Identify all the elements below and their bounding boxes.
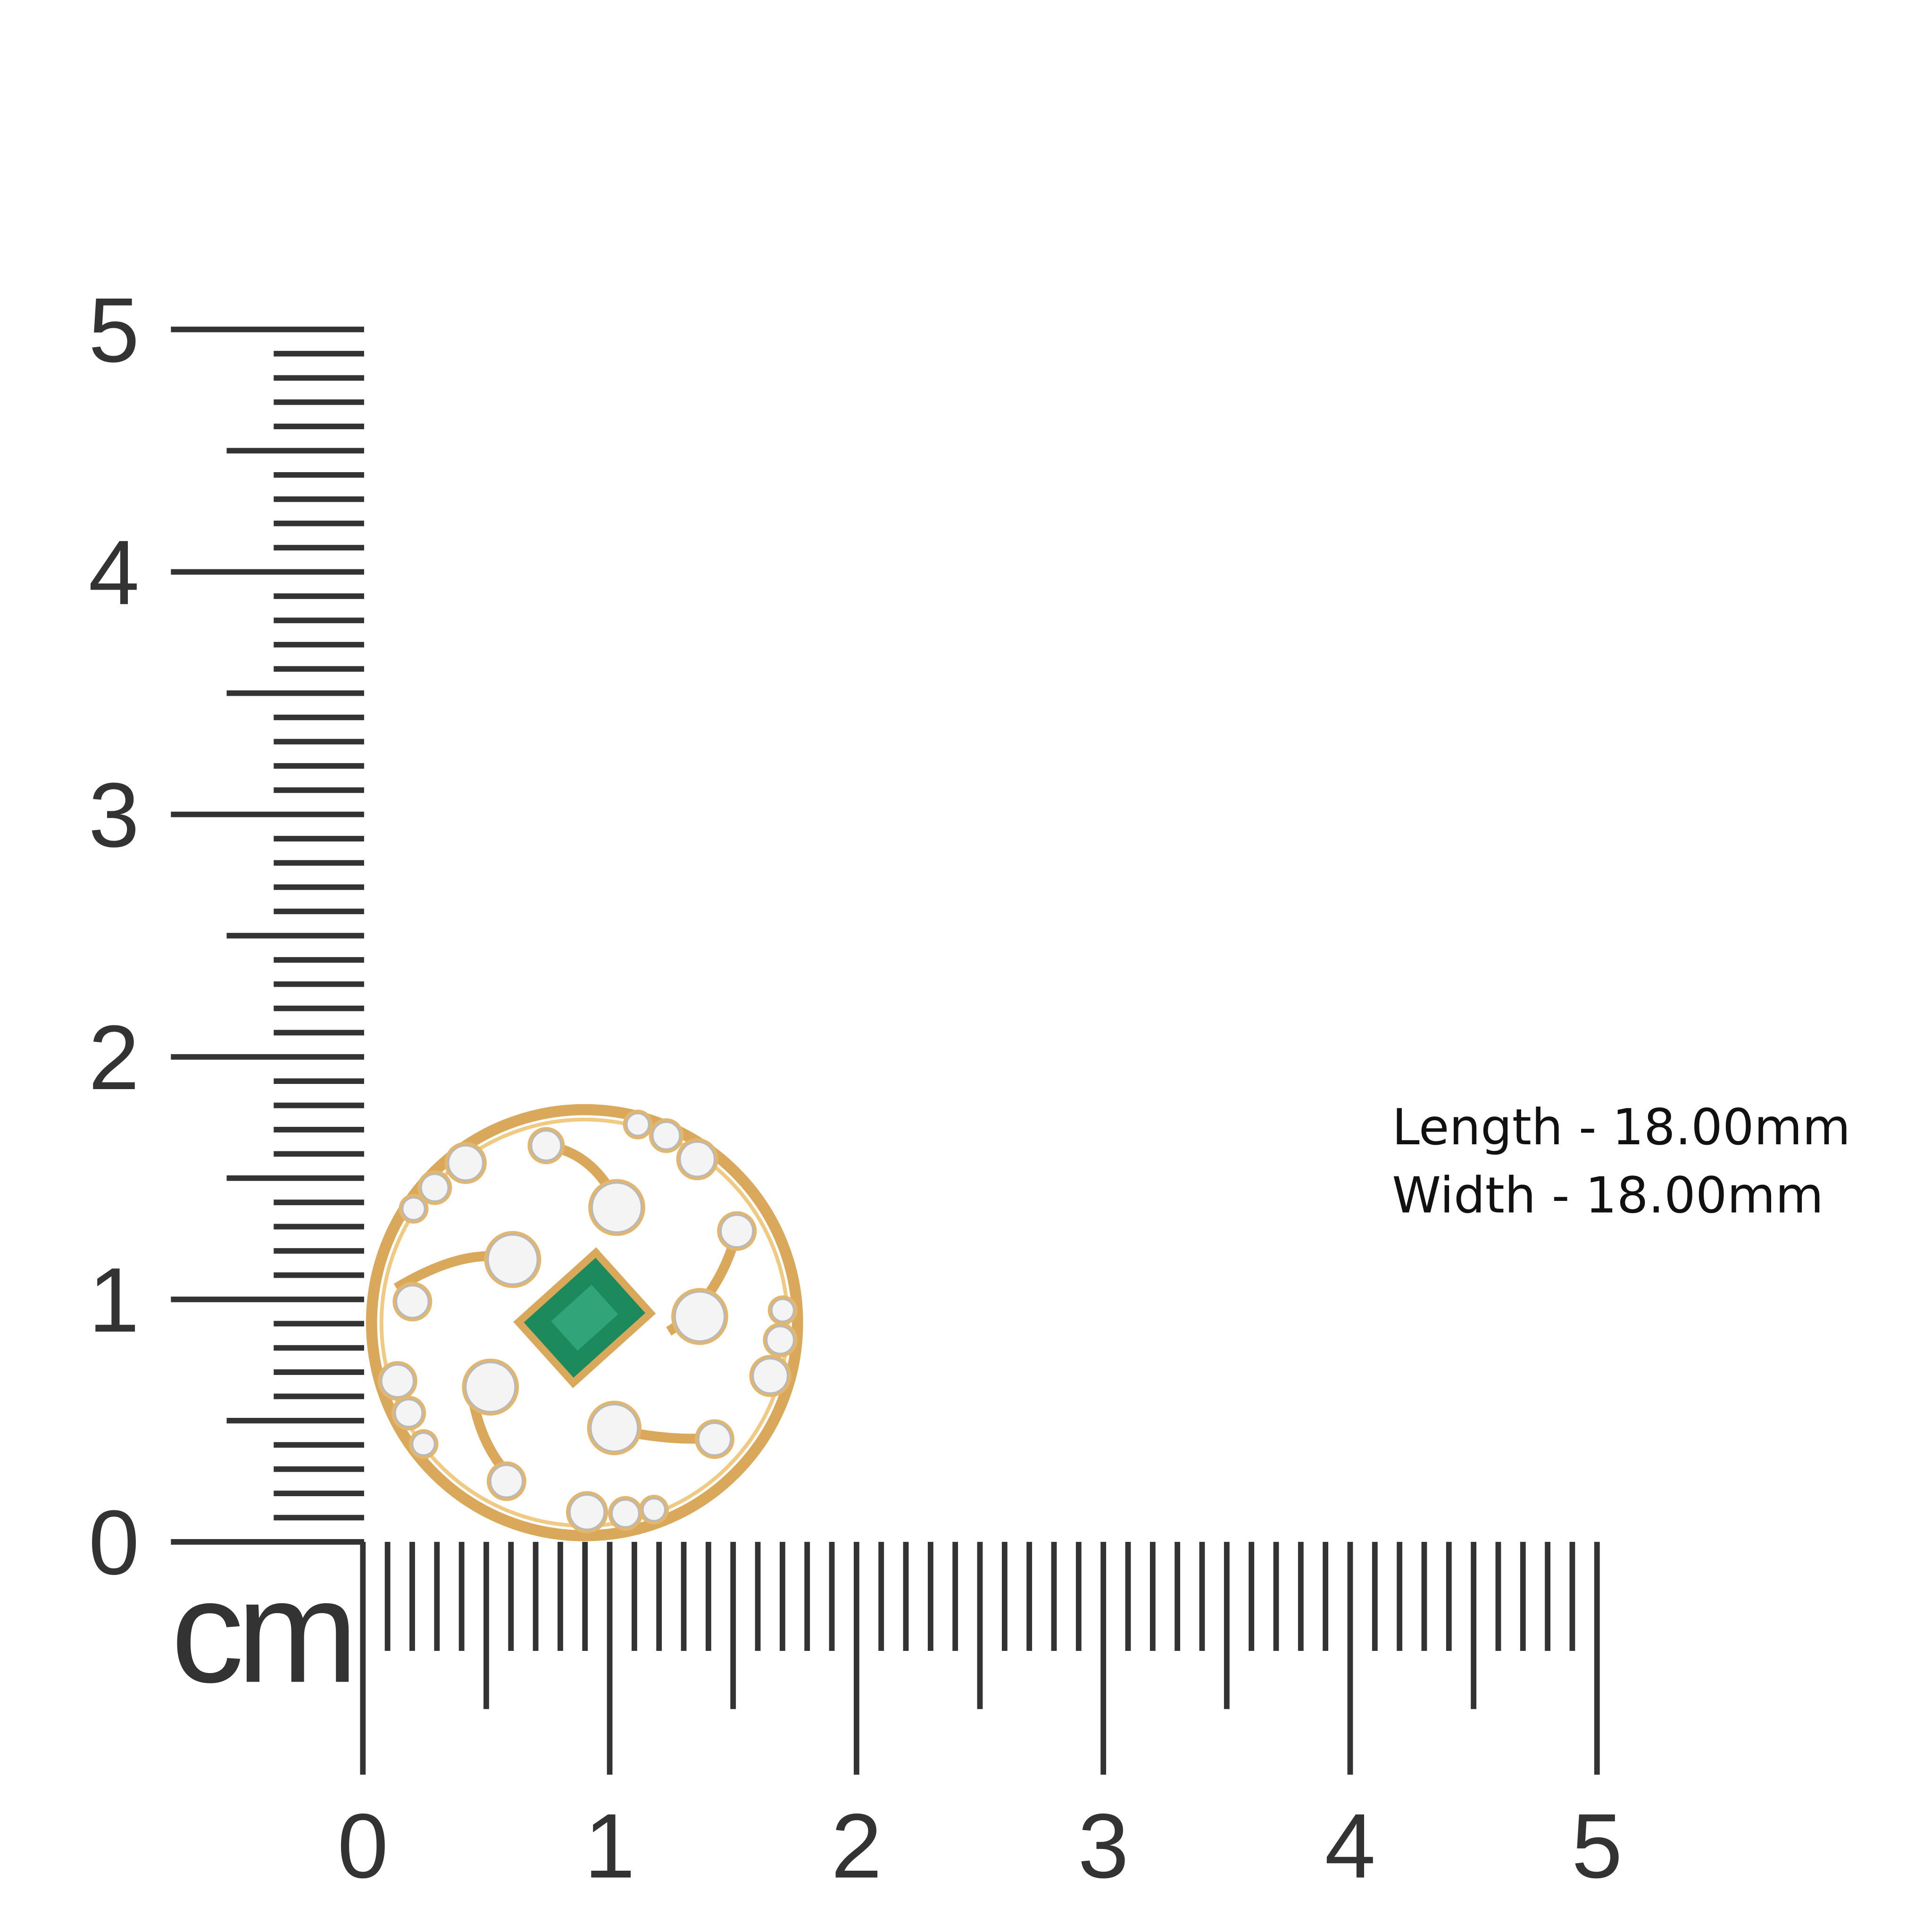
diamond	[568, 1494, 606, 1531]
horizontal-ruler-label: 0	[337, 1795, 388, 1897]
horizontal-ruler-label: 5	[1572, 1795, 1623, 1897]
diamond	[752, 1357, 789, 1394]
pendant	[366, 1104, 803, 1541]
diamond	[679, 1141, 716, 1178]
diamond	[770, 1298, 795, 1323]
horizontal-ruler-label: 4	[1324, 1795, 1375, 1897]
horizontal-ruler-label: 3	[1078, 1795, 1129, 1897]
diamond	[697, 1422, 732, 1457]
diamond	[465, 1361, 516, 1413]
diamond	[674, 1291, 725, 1342]
diamond	[489, 1464, 524, 1499]
vertical-ruler-label: 3	[89, 764, 140, 866]
emerald	[513, 1247, 656, 1388]
horizontal-ruler-label: 1	[584, 1795, 635, 1897]
diamond	[611, 1499, 640, 1528]
diamond	[720, 1214, 754, 1248]
vertical-ruler-label: 5	[89, 279, 140, 382]
diamond	[394, 1399, 424, 1428]
diamond	[447, 1144, 484, 1182]
diamond	[401, 1197, 426, 1221]
gold-ring	[366, 1104, 803, 1541]
diamond	[420, 1173, 450, 1202]
diamond	[395, 1284, 430, 1319]
diamond	[651, 1121, 681, 1150]
vertical-ruler-label: 0	[89, 1491, 140, 1594]
horizontal-ruler-label: 2	[831, 1795, 882, 1897]
vertical-ruler-label: 4	[89, 522, 140, 624]
vertical-ruler-label: 2	[89, 1007, 140, 1109]
diamonds	[377, 1109, 798, 1533]
diamond	[625, 1112, 650, 1137]
width-label: Width - 18.00mm	[1392, 1167, 1824, 1224]
diamond	[766, 1325, 795, 1355]
diamond	[591, 1182, 643, 1233]
unit-label: cm	[171, 1550, 350, 1713]
diamond	[590, 1403, 639, 1453]
rulers: 0 1 2 3 4 5 0 1 2 3 4 5	[89, 279, 1623, 1898]
diamond	[530, 1130, 562, 1162]
diamond	[380, 1364, 415, 1398]
vertical-ruler-label: 1	[89, 1249, 140, 1351]
emerald-facet	[551, 1284, 618, 1351]
length-label: Length - 18.00mm	[1392, 1099, 1850, 1156]
diamond	[411, 1432, 436, 1457]
diamond	[641, 1498, 666, 1522]
diamond	[487, 1233, 539, 1285]
